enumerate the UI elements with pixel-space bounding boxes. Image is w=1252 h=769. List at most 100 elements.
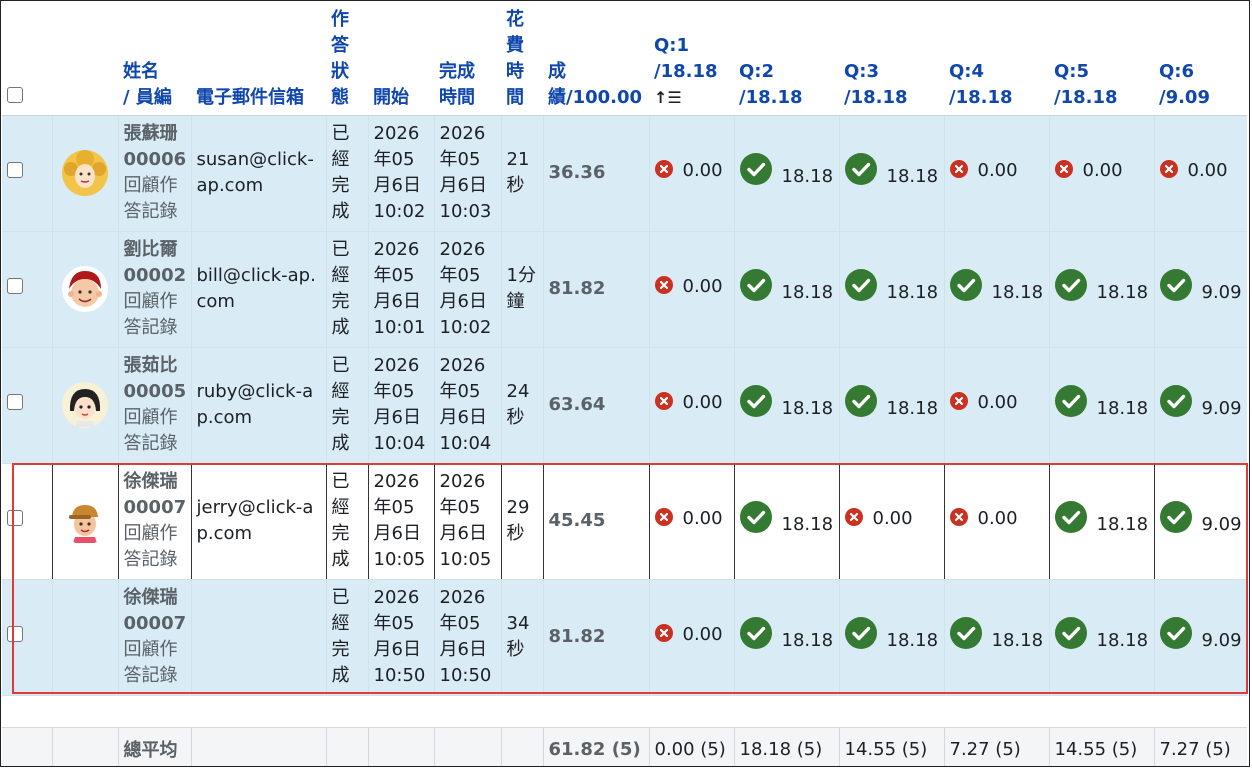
question-mark-link[interactable]: 18.18 (1054, 617, 1148, 651)
check-icon (1054, 385, 1087, 425)
sort-q4-link[interactable]: Q:4/18.18 (949, 59, 1044, 111)
student-name-link[interactable]: 徐傑瑞 (123, 471, 178, 492)
grade-link[interactable]: 45.45 (548, 510, 606, 531)
student-name-link[interactable]: 劉比爾 (123, 239, 178, 260)
question-mark-link[interactable]: 18.18 (739, 385, 833, 419)
sort-name-link[interactable]: 姓名 (123, 60, 159, 82)
question-mark-link[interactable]: 18.18 (739, 153, 833, 187)
started-cell: 2026年05月6日10:04 (367, 347, 434, 464)
question-mark-link[interactable]: 18.18 (1054, 501, 1148, 535)
attempt-row: 徐傑瑞 00007 回顧作答記錄 已經完成 2026年05月6日10:50 2026… (2, 579, 1247, 696)
sort-grade-link[interactable]: 成績/100.00 (548, 60, 643, 108)
question-mark-link[interactable]: 9.09 (1159, 617, 1242, 651)
sort-q6-link[interactable]: Q:6/9.09 (1159, 59, 1242, 111)
attempt-row: 劉比爾 00002 回顧作答記錄 bill@click-ap.com 已經完成 20… (2, 231, 1247, 348)
question-mark-link[interactable]: 9.09 (1159, 385, 1242, 419)
question-cell: 18.18 (943, 579, 1049, 696)
avatar[interactable] (58, 381, 113, 429)
question-mark: 0.00 (1187, 160, 1228, 181)
grade-cell: 81.82 (542, 579, 649, 696)
sort-duration-link[interactable]: 花費時間 (506, 8, 524, 108)
review-attempt-link[interactable]: 回顧作答記錄 (123, 291, 178, 338)
completed-cell: 2026年05月6日10:05 (433, 463, 501, 580)
question-cell: 9.09 (1153, 463, 1247, 580)
name-cell: 張茹比 00005 回顧作答記錄 (117, 347, 191, 464)
email-cell (190, 579, 326, 696)
question-mark-link[interactable]: 0.00 (654, 624, 723, 647)
review-attempt-link[interactable]: 回顧作答記錄 (123, 639, 178, 686)
sort-q1-link[interactable]: Q:1 /18.18 (654, 33, 729, 85)
started-cell: 2026年05月6日10:02 (367, 115, 434, 232)
email-cell: susan@click-ap.com (190, 115, 326, 232)
row-checkbox[interactable] (7, 626, 23, 642)
student-id: 00007 (123, 613, 187, 634)
question-mark-link[interactable]: 0.00 (1054, 160, 1123, 186)
avatar[interactable] (58, 149, 113, 197)
question-mark-link[interactable]: 0.00 (654, 276, 723, 299)
question-mark-link[interactable]: 18.18 (844, 153, 938, 187)
avatar[interactable] (58, 497, 113, 545)
header-grade: 成績/100.00 (543, 1, 649, 116)
question-mark-link[interactable]: 0.00 (654, 508, 723, 534)
student-name-link[interactable]: 張茹比 (123, 355, 178, 376)
avg-empty-cell (325, 726, 368, 766)
row-checkbox[interactable] (7, 510, 23, 526)
question-mark-link[interactable]: 18.18 (739, 269, 833, 303)
question-mark-link[interactable]: 0.00 (949, 392, 1018, 415)
select-all-checkbox[interactable] (7, 86, 23, 103)
avatar[interactable] (58, 265, 113, 313)
question-cell: 0.00 (648, 579, 734, 696)
review-attempt-link[interactable]: 回顧作答記錄 (123, 523, 178, 570)
grade-link[interactable]: 36.36 (548, 162, 606, 183)
question-mark-link[interactable]: 18.18 (739, 501, 833, 535)
question-mark-link[interactable]: 0.00 (844, 508, 913, 531)
review-attempt-link[interactable]: 回顧作答記錄 (123, 175, 178, 222)
question-mark-link[interactable]: 9.09 (1159, 269, 1242, 303)
question-mark-link[interactable]: 9.09 (1159, 501, 1242, 535)
question-mark-link[interactable]: 0.00 (1159, 160, 1228, 183)
email-cell: jerry@click-ap.com (190, 463, 326, 580)
row-checkbox[interactable] (7, 162, 23, 178)
grade-link[interactable]: 63.64 (548, 394, 606, 415)
sort-email-link[interactable]: 電子郵件信箱 (196, 86, 304, 108)
sort-asc-icon[interactable]: ↑☰ (654, 87, 682, 107)
header-q4: Q:4/18.18 (944, 1, 1049, 116)
cross-icon (1054, 160, 1073, 186)
grade-link[interactable]: 81.82 (548, 626, 606, 647)
question-mark-link[interactable]: 18.18 (1054, 385, 1148, 419)
row-checkbox[interactable] (7, 278, 23, 294)
row-checkbox[interactable] (7, 394, 23, 410)
question-mark-link[interactable]: 18.18 (844, 269, 938, 303)
sort-q2-link[interactable]: Q:2/18.18 (739, 59, 834, 111)
question-mark-link[interactable]: 18.18 (739, 617, 833, 651)
question-mark-link[interactable]: 18.18 (1054, 269, 1148, 303)
cross-icon (654, 508, 673, 534)
sort-q5-link[interactable]: Q:5/18.18 (1054, 59, 1149, 111)
header-completed: 完成時間 (434, 1, 501, 116)
question-mark-link[interactable]: 18.18 (949, 269, 1043, 303)
question-mark-link[interactable]: 0.00 (654, 392, 723, 415)
student-name-link[interactable]: 張蘇珊 (123, 123, 178, 144)
student-name-link[interactable]: 徐傑瑞 (123, 587, 178, 608)
question-cell: 18.18 (943, 231, 1049, 348)
sort-completed-link[interactable]: 完成時間 (439, 60, 475, 108)
review-attempt-link[interactable]: 回顧作答記錄 (123, 407, 178, 454)
q5-max: /18.18 (1054, 86, 1118, 108)
question-mark-link[interactable]: 0.00 (949, 160, 1018, 183)
question-mark-link[interactable]: 0.00 (654, 160, 723, 183)
question-mark-link[interactable]: 0.00 (949, 508, 1018, 531)
average-question: 7.27 (5) (1153, 726, 1247, 766)
question-mark-link[interactable]: 18.18 (949, 617, 1043, 651)
question-cell: 18.18 (733, 347, 839, 464)
sort-q3-link[interactable]: Q:3/18.18 (844, 59, 939, 111)
sort-state-link[interactable]: 作答狀態 (331, 8, 349, 108)
question-mark-link[interactable]: 18.18 (844, 617, 938, 651)
average-label: 總平均 (117, 726, 191, 766)
sort-id-link[interactable]: / 員編 (123, 86, 172, 108)
grade-link[interactable]: 81.82 (548, 278, 606, 299)
attempt-row: 徐傑瑞 00007 回顧作答記錄 jerry@click-ap.com 已經完成 2… (2, 463, 1247, 580)
sort-started-link[interactable]: 開始 (373, 86, 409, 108)
student-id: 00007 (123, 497, 187, 518)
question-mark-link[interactable]: 18.18 (844, 385, 938, 419)
average-question: 14.55 (5) (838, 726, 944, 766)
